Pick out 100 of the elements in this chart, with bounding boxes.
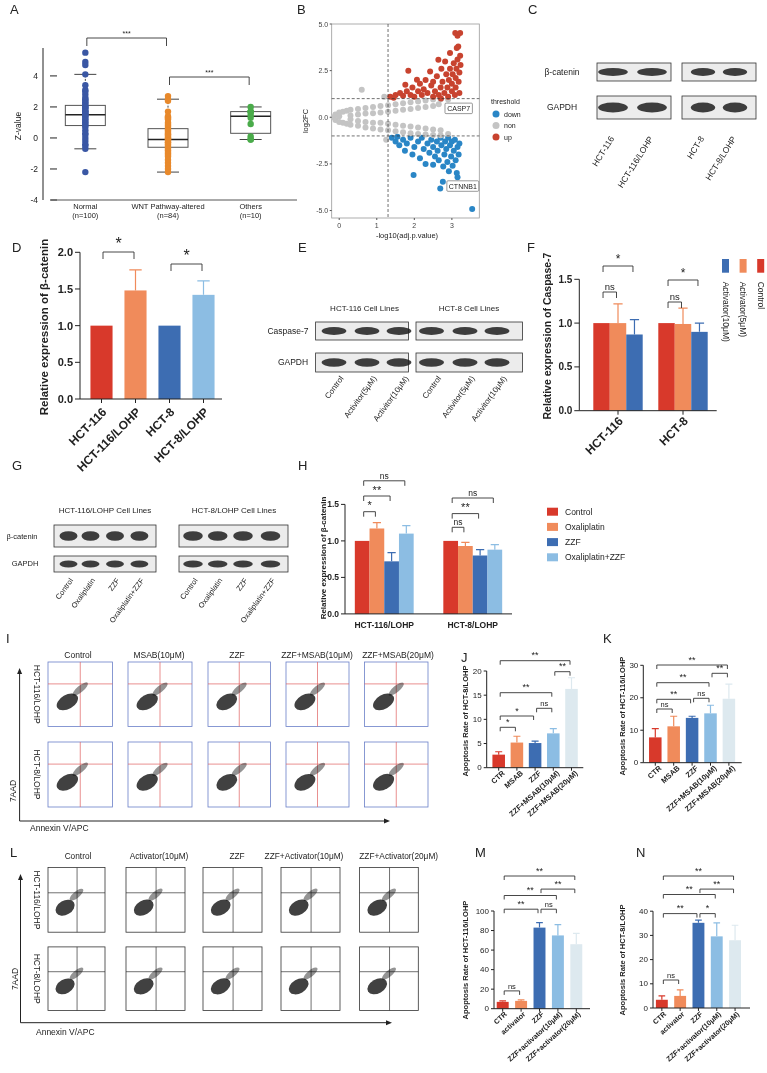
text: E: [298, 239, 307, 255]
chart-title: F: [527, 239, 535, 255]
legend-label: Control: [755, 281, 766, 310]
category-label: HCT-116/LOHP: [31, 664, 42, 724]
text: *: [615, 252, 621, 266]
text: *: [115, 234, 122, 252]
y-tick-label: 0.0: [57, 393, 73, 405]
category-label: Control: [64, 851, 92, 861]
annotation: **: [506, 705, 520, 727]
chart-title: M: [475, 844, 486, 860]
category-label: ZZF+Activator(10μM): [264, 851, 344, 861]
y-tick-label: 10: [472, 714, 483, 724]
legend-label: Oxaliplatin+ZZF: [565, 552, 626, 563]
text: C: [528, 1, 538, 17]
text: L: [10, 844, 18, 860]
y-tick-label: 20: [480, 984, 490, 994]
annotation: **: [716, 662, 724, 673]
y-tick-label: 1.5: [327, 499, 340, 510]
y-tick-label: 40: [480, 965, 490, 975]
text: **: [685, 884, 694, 894]
category-label: ZZF+Activator(20μM): [359, 851, 439, 861]
legend-label: Activator(5μM): [738, 281, 749, 338]
text: **: [535, 865, 544, 876]
y-tick-label: 80: [480, 926, 490, 936]
category-label: HCT-116/LOHP: [31, 870, 42, 930]
text: **: [372, 483, 382, 496]
category-label: MSAB(10μM): [133, 650, 185, 660]
y-tick-label: 1.0: [57, 319, 73, 332]
y-tick-label: 1.5: [558, 273, 573, 285]
y-tick-label: 30: [639, 930, 649, 940]
annotation: **: [558, 661, 567, 672]
text: HCT-116 Cell Lines: [330, 303, 399, 313]
y-tick-label: 100: [475, 906, 490, 916]
annotation: ns: [453, 517, 463, 528]
legend-label: Activator(10μM): [720, 281, 731, 343]
category-label: ZZF+MSAB(20μM): [362, 650, 435, 660]
y-tick-label: -2: [30, 163, 39, 174]
y-tick-label: 0: [33, 132, 39, 143]
text: **: [517, 898, 526, 909]
annotation: *: [705, 903, 710, 914]
chart-title: N: [636, 844, 646, 860]
category-label: ZZF: [229, 851, 245, 861]
y-tick-label: 4: [33, 70, 39, 81]
category-label: Activator(10μM): [129, 851, 189, 861]
annotation: ns: [604, 280, 616, 292]
y-axis-title: Relative expression of Caspase-7: [541, 252, 553, 420]
category-label: ZZF+MSAB(10μM): [281, 650, 354, 660]
text: **: [713, 878, 721, 889]
text: 7AAD: [9, 967, 20, 991]
annotation: **: [522, 682, 530, 693]
annotation: **: [461, 501, 471, 514]
y-tick-label: 2.0: [57, 246, 73, 259]
y-tick-label: 40: [639, 906, 649, 916]
y-tick-label: 30: [629, 660, 639, 670]
y-tick-label: -4: [30, 195, 39, 205]
annotation: **: [679, 672, 687, 683]
text: Annexin V/APC: [36, 1027, 95, 1037]
y-tick-label: 20: [629, 693, 639, 703]
text: **: [554, 878, 562, 889]
y-tick-label: 20: [639, 955, 649, 965]
text: **: [531, 650, 539, 661]
y-tick-label: 1.0: [327, 535, 340, 546]
category-label: GAPDH: [546, 102, 578, 112]
text: ns: [468, 487, 478, 498]
y-axis-title: Relative expression of β-catenin: [38, 238, 50, 416]
text: **: [688, 654, 697, 665]
legend-label: Oxaliplatin: [565, 521, 605, 532]
annotation: *: [183, 246, 190, 264]
y-tick-label: 0.0: [558, 405, 573, 417]
annotation: *: [680, 266, 686, 280]
chart-title: J: [461, 649, 468, 665]
category-label: Control: [64, 650, 92, 660]
y-tick-label: 10: [639, 979, 649, 989]
annotation: ns: [669, 290, 681, 302]
legend-label: Control: [565, 506, 593, 517]
y-tick-label: 0.5: [558, 361, 573, 373]
y-tick-label: 1.0: [558, 317, 573, 329]
text: I: [6, 630, 10, 646]
y-tick-label: 2: [33, 101, 39, 112]
annotation: **: [676, 903, 685, 914]
y-tick-label: 0.5: [57, 356, 73, 369]
y-axis-title: Z-value: [13, 111, 23, 141]
text: Annexin V/APC: [30, 823, 89, 833]
y-tick-label: 5: [477, 739, 483, 749]
chart-title: B: [297, 1, 306, 17]
text: **: [694, 865, 703, 876]
y-tick-label: 20: [472, 666, 483, 676]
chart-title: D: [12, 239, 22, 255]
text: G: [12, 457, 23, 473]
category-label: β-catenin: [544, 67, 580, 77]
text: HCT-8/LOHP Cell Lines: [191, 505, 277, 515]
annotation: *: [367, 499, 373, 512]
y-tick-label: 10: [629, 725, 639, 735]
category-label: Caspase-7: [267, 326, 309, 336]
chart-title: A: [10, 1, 19, 17]
y-tick-label: 0.5: [327, 572, 340, 583]
category-label: GAPDH: [277, 357, 309, 367]
y-tick-label: 60: [480, 945, 490, 955]
category-label: ZZF: [229, 650, 245, 660]
y-axis-title: Relative expression of β-catenin: [318, 496, 328, 620]
